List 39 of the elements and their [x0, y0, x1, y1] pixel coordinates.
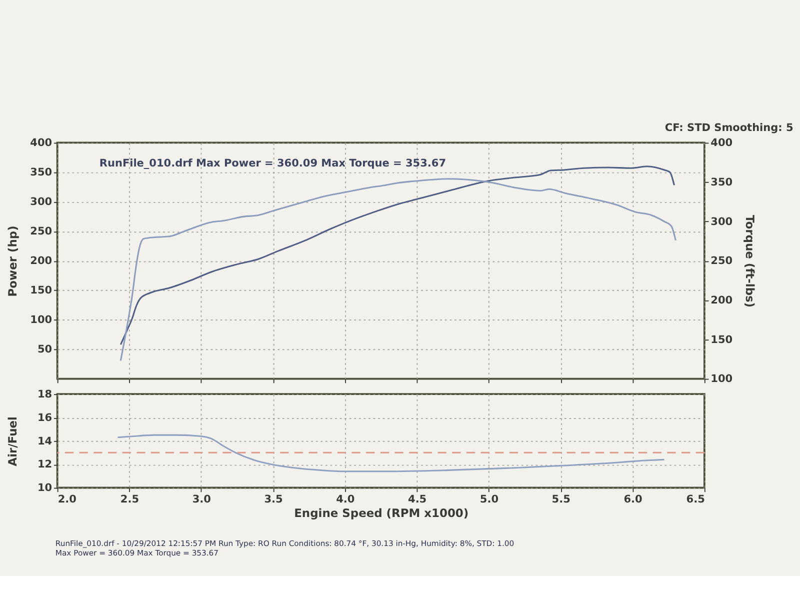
x-tick-label: 3.0: [192, 494, 211, 506]
x-tick-label: 6.5: [686, 494, 705, 506]
y2-tick-label: 250: [710, 255, 733, 268]
x-tick-label: 3.5: [264, 494, 283, 506]
y-tick-label: 400: [30, 137, 52, 150]
y2-tick-label: 150: [710, 334, 733, 346]
y2-tick-label: 400: [710, 137, 733, 150]
y-axis-title: Air/Fuel: [6, 416, 20, 466]
y-axis-title: Power (hp): [6, 226, 20, 297]
x-axis-title: Engine Speed (RPM x1000): [294, 506, 469, 520]
y-tick-label: 250: [30, 226, 52, 238]
y2-tick-label: 300: [710, 216, 733, 228]
x-tick-label: 4.0: [336, 494, 355, 506]
line-series: [116, 434, 665, 472]
y-tick-label: 350: [30, 166, 52, 179]
y-tick-label: 18: [37, 388, 52, 400]
x-tick-label: 5.0: [480, 494, 499, 506]
y2-tick-label: 100: [710, 373, 733, 386]
text: CF: STD Smoothing: 5: [664, 122, 794, 134]
y-tick-label: 150: [30, 284, 52, 297]
x-tick-label: 2.0: [58, 494, 76, 506]
y-tick-label: 12: [37, 458, 52, 471]
y-tick-label: 200: [30, 255, 52, 268]
x-tick-label: 4.5: [408, 494, 427, 506]
y-tick-label: 14: [37, 435, 52, 448]
x-tick-label: 2.5: [120, 494, 140, 506]
y2-tick-label: 350: [710, 176, 733, 188]
text: RunFile_010.drf - 10/29/2012 12:15:57 PM Run Type: RO Run Conditions: 80.74 °F, 30.13 in-Hg, Humidity: 8%, STD: 1.00: [55, 539, 514, 548]
y-tick-label: 100: [30, 314, 52, 326]
y-tick-label: 10: [37, 482, 52, 494]
annotation: RunFile_010.drf Max Power = 360.09 Max Torque = 353.67: [99, 158, 446, 170]
y-tick-label: 50: [37, 344, 52, 356]
y2-tick-label: 200: [710, 294, 733, 306]
y-tick-label: 300: [30, 196, 52, 208]
y-tick-label: 16: [37, 412, 52, 424]
x-tick-label: 6.0: [624, 494, 642, 506]
x-tick-label: 5.5: [552, 494, 570, 506]
text: Max Power = 360.09 Max Torque = 353.67: [55, 548, 219, 558]
y2-axis-title: Torque (ft-lbs): [743, 214, 757, 308]
